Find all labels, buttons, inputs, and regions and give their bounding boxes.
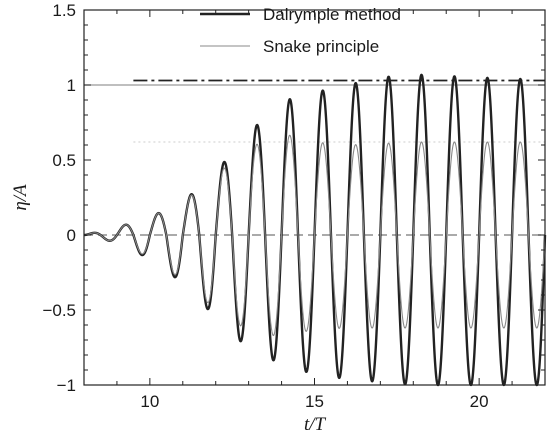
y-tick-label: 1.5 xyxy=(52,1,76,20)
x-tick-label: 10 xyxy=(140,392,159,411)
y-tick-label: 0.5 xyxy=(52,151,76,170)
legend-label-snake: Snake principle xyxy=(263,37,379,56)
y-tick-label: −0.5 xyxy=(42,301,76,320)
x-axis-label: t/T xyxy=(304,414,327,435)
legend-label-dalrymple: Dalrymple method xyxy=(263,5,401,24)
y-tick-label: −1 xyxy=(57,376,76,395)
y-tick-label: 1 xyxy=(67,76,76,95)
x-tick-label: 15 xyxy=(305,392,324,411)
series-line-1 xyxy=(83,134,546,337)
reference-lines xyxy=(84,79,545,236)
x-tick-label: 20 xyxy=(470,392,489,411)
tick-layer: 10 15 20 −1 −0.5 0 0.5 1 1.5 xyxy=(42,1,546,411)
legend: Dalrymple method Snake principle xyxy=(200,5,401,56)
y-tick-label: 0 xyxy=(67,226,76,245)
y-axis-label: η/A xyxy=(10,184,31,211)
series-layer xyxy=(83,73,547,387)
